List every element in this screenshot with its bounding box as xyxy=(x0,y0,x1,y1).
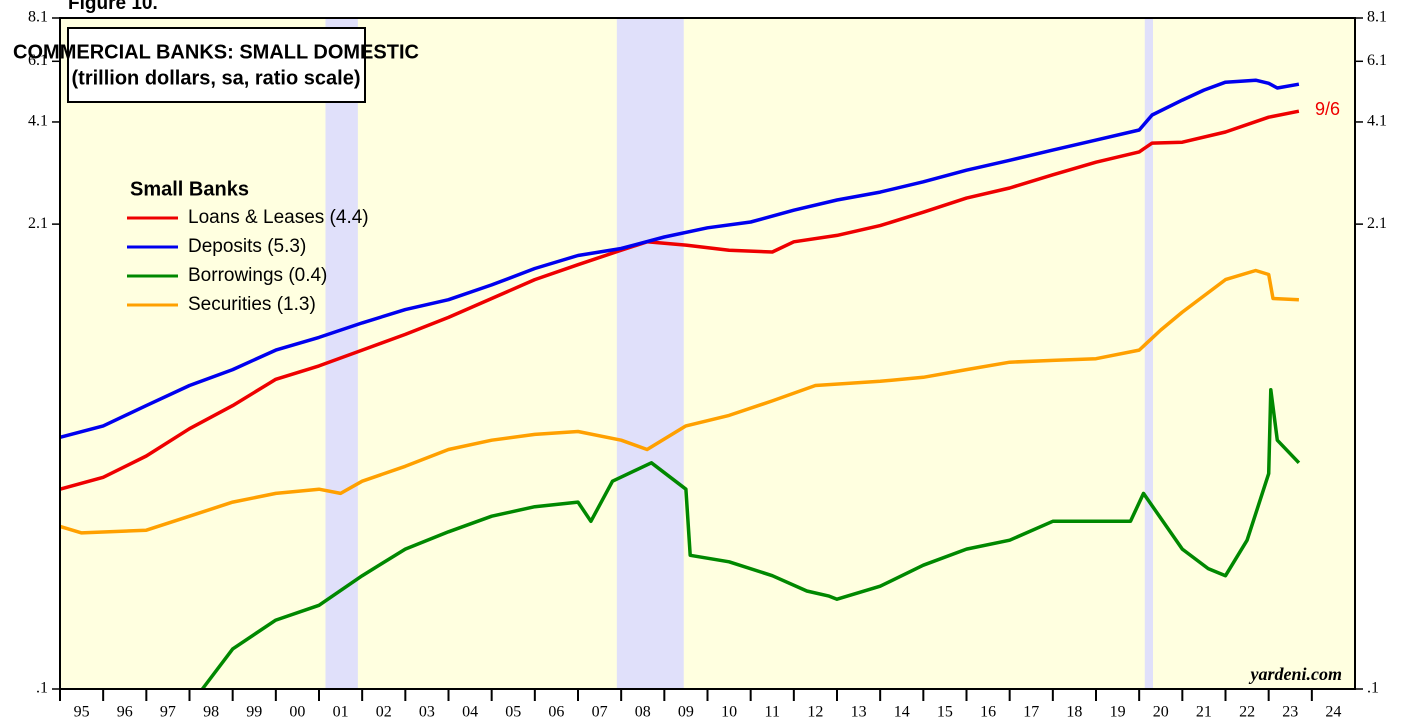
x-tick-label: 15 xyxy=(937,704,953,721)
line-series xyxy=(59,109,1300,491)
line-series xyxy=(59,268,1299,535)
x-tick-label: 22 xyxy=(1239,704,1255,721)
x-tick-label: 23 xyxy=(1282,704,1298,721)
y-tick-label: 8.1 xyxy=(28,9,48,26)
y-tick-label: 2.1 xyxy=(28,215,48,232)
plot-background xyxy=(60,18,1355,689)
x-tick-label: 02 xyxy=(376,704,392,721)
x-tick-label: 12 xyxy=(807,704,823,721)
figure-label: Figure 10. xyxy=(68,0,158,14)
legend-label: Borrowings (0.4) xyxy=(188,265,327,286)
y-tick-label-right: 6.1 xyxy=(1367,52,1387,69)
x-tick-label: 07 xyxy=(592,704,608,721)
chart-title: COMMERCIAL BANKS: SMALL DOMESTIC xyxy=(13,41,419,63)
x-tick-label: 01 xyxy=(333,704,349,721)
y-tick-label: 4.1 xyxy=(28,113,48,130)
recession-shade xyxy=(1144,18,1153,689)
x-tick-label: 09 xyxy=(678,704,694,721)
x-tick-label: 06 xyxy=(548,704,564,721)
legend-label: Securities (1.3) xyxy=(188,294,316,315)
y-tick-label-right: 2.1 xyxy=(1367,215,1387,232)
x-tick-label: 20 xyxy=(1153,704,1169,721)
x-tick-label: 19 xyxy=(1110,704,1126,721)
legend-label: Deposits (5.3) xyxy=(188,236,306,257)
x-tick-label: 05 xyxy=(505,704,521,721)
y-tick-label: .1 xyxy=(36,680,48,697)
recession-shade xyxy=(616,18,684,689)
y-tick-label-right: .1 xyxy=(1367,680,1379,697)
x-tick-label: 96 xyxy=(117,704,133,721)
x-tick-label: 24 xyxy=(1325,704,1341,721)
line-series xyxy=(59,78,1300,439)
x-tick-label: 11 xyxy=(765,704,780,721)
x-tick-label: 08 xyxy=(635,704,651,721)
x-tick-label: 95 xyxy=(74,704,90,721)
line-series xyxy=(201,387,1301,691)
y-tick-label-right: 4.1 xyxy=(1367,113,1387,130)
x-tick-label: 14 xyxy=(894,704,910,721)
x-tick-label: 03 xyxy=(419,704,435,721)
date-annotation: 9/6 xyxy=(1315,99,1340,119)
x-tick-label: 16 xyxy=(980,704,996,721)
title-box xyxy=(67,27,366,103)
x-tick-label: 97 xyxy=(160,704,176,721)
x-tick-label: 18 xyxy=(1066,704,1082,721)
source-label: yardeni.com xyxy=(1249,664,1343,684)
chart-subtitle: (trillion dollars, sa, ratio scale) xyxy=(72,67,361,89)
x-tick-label: 17 xyxy=(1023,704,1039,721)
x-tick-label: 04 xyxy=(462,704,478,721)
x-tick-label: 13 xyxy=(851,704,867,721)
x-tick-label: 10 xyxy=(721,704,737,721)
x-tick-label: 21 xyxy=(1196,704,1212,721)
y-tick-label-right: 8.1 xyxy=(1367,9,1387,26)
x-tick-label: 00 xyxy=(289,704,305,721)
x-tick-label: 98 xyxy=(203,704,219,721)
legend-title: Small Banks xyxy=(130,178,249,200)
x-tick-label: 99 xyxy=(246,704,262,721)
y-tick-label: 6.1 xyxy=(28,52,48,69)
plot-frame xyxy=(59,17,1356,690)
legend-label: Loans & Leases (4.4) xyxy=(188,207,369,228)
